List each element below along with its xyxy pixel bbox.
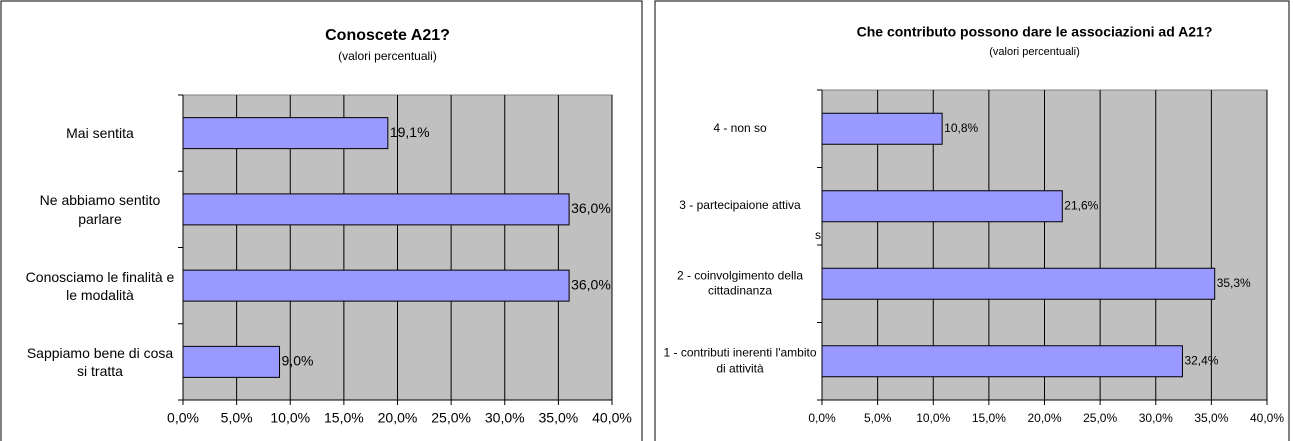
value-label: 9,0%: [282, 353, 314, 369]
value-label: 19,1%: [390, 124, 430, 140]
bar: [821, 190, 1063, 223]
x-tick-label: 35,0%: [1194, 411, 1228, 425]
bar: [821, 267, 1216, 300]
x-tick-label: 10,0%: [916, 411, 950, 425]
x-tick-label: 15,0%: [972, 411, 1006, 425]
bar: [182, 193, 570, 226]
category-label: Conosciamo le finalità e le modalità: [25, 268, 175, 303]
value-label: 21,6%: [1064, 198, 1098, 212]
bar: [182, 345, 281, 378]
value-label: 10,8%: [944, 121, 978, 135]
bar: [821, 112, 943, 145]
value-label: 32,4%: [1184, 353, 1218, 367]
chart-title: Conoscete A21?: [325, 27, 450, 44]
x-tick-label: 0,0%: [167, 410, 199, 426]
category-label: Sappiamo bene di cosa si tratta: [26, 344, 174, 379]
category-label: 2 - coinvolgimento della cittadinanza: [676, 268, 804, 298]
x-tick-label: 25,0%: [1083, 411, 1117, 425]
x-tick-label: 25,0%: [431, 410, 471, 426]
x-tick-label: 5,0%: [221, 410, 253, 426]
category-label: 4 - non so: [713, 120, 767, 135]
chart-title: Che contributo possono dare le associazi…: [857, 24, 1213, 40]
bar: [182, 269, 570, 302]
annotation: s: [815, 228, 821, 242]
value-label: 35,3%: [1217, 276, 1251, 290]
x-tick-label: 35,0%: [539, 410, 579, 426]
x-tick-label: 40,0%: [1250, 411, 1284, 425]
x-tick-label: 5,0%: [864, 411, 892, 425]
x-tick-label: 40,0%: [592, 410, 632, 426]
bar: [182, 117, 389, 150]
x-tick-label: 10,0%: [270, 410, 310, 426]
value-label: 36,0%: [571, 276, 611, 292]
category-label: 3 - partecipaione attiva: [679, 198, 801, 213]
category-label: Ne abbiamo sentito parlare: [39, 192, 161, 227]
chart-subtitle: (valori percentuali): [338, 49, 437, 63]
category-label: 1 - contributi inerenti l'ambito di atti…: [663, 345, 817, 376]
bar: [821, 345, 1183, 378]
x-tick-label: 0,0%: [808, 411, 836, 425]
x-tick-label: 20,0%: [378, 410, 418, 426]
x-tick-label: 15,0%: [324, 410, 364, 426]
x-tick-label: 30,0%: [485, 410, 525, 426]
chart-subtitle: (valori percentuali): [989, 46, 1079, 58]
x-tick-label: 30,0%: [1139, 411, 1173, 425]
category-label: Mai sentita: [66, 125, 134, 142]
value-label: 36,0%: [571, 200, 611, 216]
x-tick-label: 20,0%: [1027, 411, 1061, 425]
